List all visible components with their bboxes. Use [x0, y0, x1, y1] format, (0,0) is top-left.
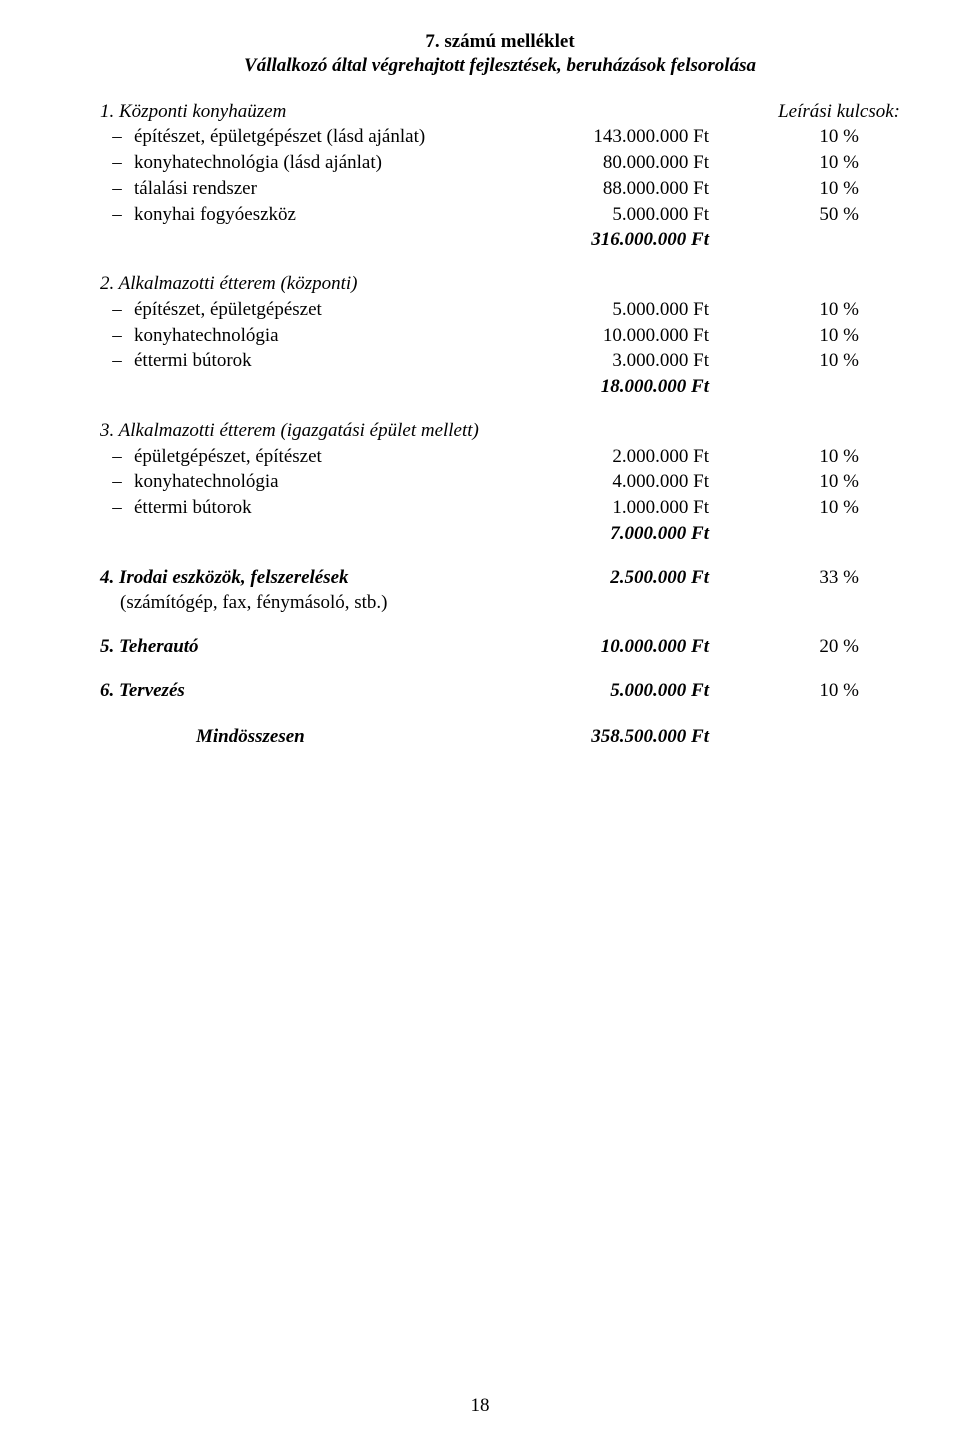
section-1-header-row: 1. Központi konyhaüzem Leírási kulcsok:	[100, 100, 900, 124]
section-1-heading: 1. Központi konyhaüzem	[100, 100, 590, 124]
item-amount: 10.000.000 Ft	[554, 324, 709, 348]
item-label: éttermi bútorok	[134, 349, 554, 373]
section-2-heading: 2. Alkalmazotti étterem (központi)	[100, 272, 900, 296]
list-item: – konyhatechnológia 4.000.000 Ft 10 %	[100, 470, 900, 494]
list-item: – tálalási rendszer 88.000.000 Ft 10 %	[100, 177, 900, 201]
section-5-pct: 20 %	[709, 635, 859, 659]
list-item: – konyhatechnológia 10.000.000 Ft 10 %	[100, 324, 900, 348]
grand-total: Mindösszesen 358.500.000 Ft	[100, 725, 900, 749]
bullet-dash: –	[100, 203, 134, 227]
item-label: konyhai fogyóeszköz	[134, 203, 554, 227]
item-label: konyhatechnológia	[134, 470, 554, 494]
page-number: 18	[0, 1394, 960, 1418]
bullet-dash: –	[100, 125, 134, 149]
bullet-dash: –	[100, 470, 134, 494]
section-6-amount: 5.000.000 Ft	[554, 679, 709, 703]
section-4-line: 4. Irodai eszközök, felszerelések 2.500.…	[100, 566, 900, 590]
bullet-dash: –	[100, 445, 134, 469]
bullet-dash: –	[100, 349, 134, 373]
item-label: építészet, épületgépészet	[134, 298, 554, 322]
section-5-label: 5. Teherautó	[100, 635, 554, 659]
title-block: 7. számú melléklet Vállalkozó által végr…	[100, 30, 900, 78]
list-item: – éttermi bútorok 1.000.000 Ft 10 %	[100, 496, 900, 520]
document-page: 7. számú melléklet Vállalkozó által végr…	[0, 0, 960, 1446]
list-item: – építészet, épületgépészet (lásd ajánla…	[100, 125, 900, 149]
subtotal-amount: 7.000.000 Ft	[554, 522, 709, 546]
item-amount: 5.000.000 Ft	[554, 298, 709, 322]
item-pct: 10 %	[709, 125, 859, 149]
section-4-amount: 2.500.000 Ft	[554, 566, 709, 590]
item-label: tálalási rendszer	[134, 177, 554, 201]
item-pct: 50 %	[709, 203, 859, 227]
section-4-note: (számítógép, fax, fénymásoló, stb.)	[120, 591, 900, 615]
section-6-pct: 10 %	[709, 679, 859, 703]
item-pct: 10 %	[709, 445, 859, 469]
item-pct: 10 %	[709, 177, 859, 201]
section-3-heading: 3. Alkalmazotti étterem (igazgatási épül…	[100, 419, 900, 443]
item-pct: 10 %	[709, 470, 859, 494]
item-label: épületgépészet, építészet	[134, 445, 554, 469]
title-line-2: Vállalkozó által végrehajtott fejlesztés…	[100, 54, 900, 78]
section-4-pct: 33 %	[709, 566, 859, 590]
item-label: konyhatechnológia	[134, 324, 554, 348]
item-label: konyhatechnológia (lásd ajánlat)	[134, 151, 554, 175]
section-2-subtotal: 18.000.000 Ft	[100, 375, 900, 399]
list-item: – építészet, épületgépészet 5.000.000 Ft…	[100, 298, 900, 322]
bullet-dash: –	[100, 324, 134, 348]
item-label: építészet, épületgépészet (lásd ajánlat)	[134, 125, 554, 149]
list-item: – éttermi bútorok 3.000.000 Ft 10 %	[100, 349, 900, 373]
item-amount: 1.000.000 Ft	[554, 496, 709, 520]
item-pct: 10 %	[709, 349, 859, 373]
title-line-1: 7. számú melléklet	[100, 30, 900, 54]
section-5-amount: 10.000.000 Ft	[554, 635, 709, 659]
kulcsok-label: Leírási kulcsok:	[590, 100, 900, 124]
subtotal-amount: 316.000.000 Ft	[554, 228, 709, 252]
bullet-dash: –	[100, 177, 134, 201]
bullet-dash: –	[100, 151, 134, 175]
item-amount: 88.000.000 Ft	[554, 177, 709, 201]
section-1-subtotal: 316.000.000 Ft	[100, 228, 900, 252]
item-amount: 4.000.000 Ft	[554, 470, 709, 494]
item-pct: 10 %	[709, 151, 859, 175]
total-label: Mindösszesen	[100, 725, 458, 749]
section-5-line: 5. Teherautó 10.000.000 Ft 20 %	[100, 635, 900, 659]
section-6-line: 6. Tervezés 5.000.000 Ft 10 %	[100, 679, 900, 703]
item-amount: 3.000.000 Ft	[554, 349, 709, 373]
item-amount: 2.000.000 Ft	[554, 445, 709, 469]
total-amount: 358.500.000 Ft	[458, 725, 709, 749]
section-6-label: 6. Tervezés	[100, 679, 554, 703]
item-amount: 80.000.000 Ft	[554, 151, 709, 175]
section-4-label: 4. Irodai eszközök, felszerelések	[100, 566, 554, 590]
item-amount: 5.000.000 Ft	[554, 203, 709, 227]
section-3-subtotal: 7.000.000 Ft	[100, 522, 900, 546]
subtotal-amount: 18.000.000 Ft	[554, 375, 709, 399]
bullet-dash: –	[100, 298, 134, 322]
item-pct: 10 %	[709, 324, 859, 348]
item-label: éttermi bútorok	[134, 496, 554, 520]
item-amount: 143.000.000 Ft	[554, 125, 709, 149]
list-item: – épületgépészet, építészet 2.000.000 Ft…	[100, 445, 900, 469]
list-item: – konyhatechnológia (lásd ajánlat) 80.00…	[100, 151, 900, 175]
item-pct: 10 %	[709, 298, 859, 322]
bullet-dash: –	[100, 496, 134, 520]
item-pct: 10 %	[709, 496, 859, 520]
list-item: – konyhai fogyóeszköz 5.000.000 Ft 50 %	[100, 203, 900, 227]
